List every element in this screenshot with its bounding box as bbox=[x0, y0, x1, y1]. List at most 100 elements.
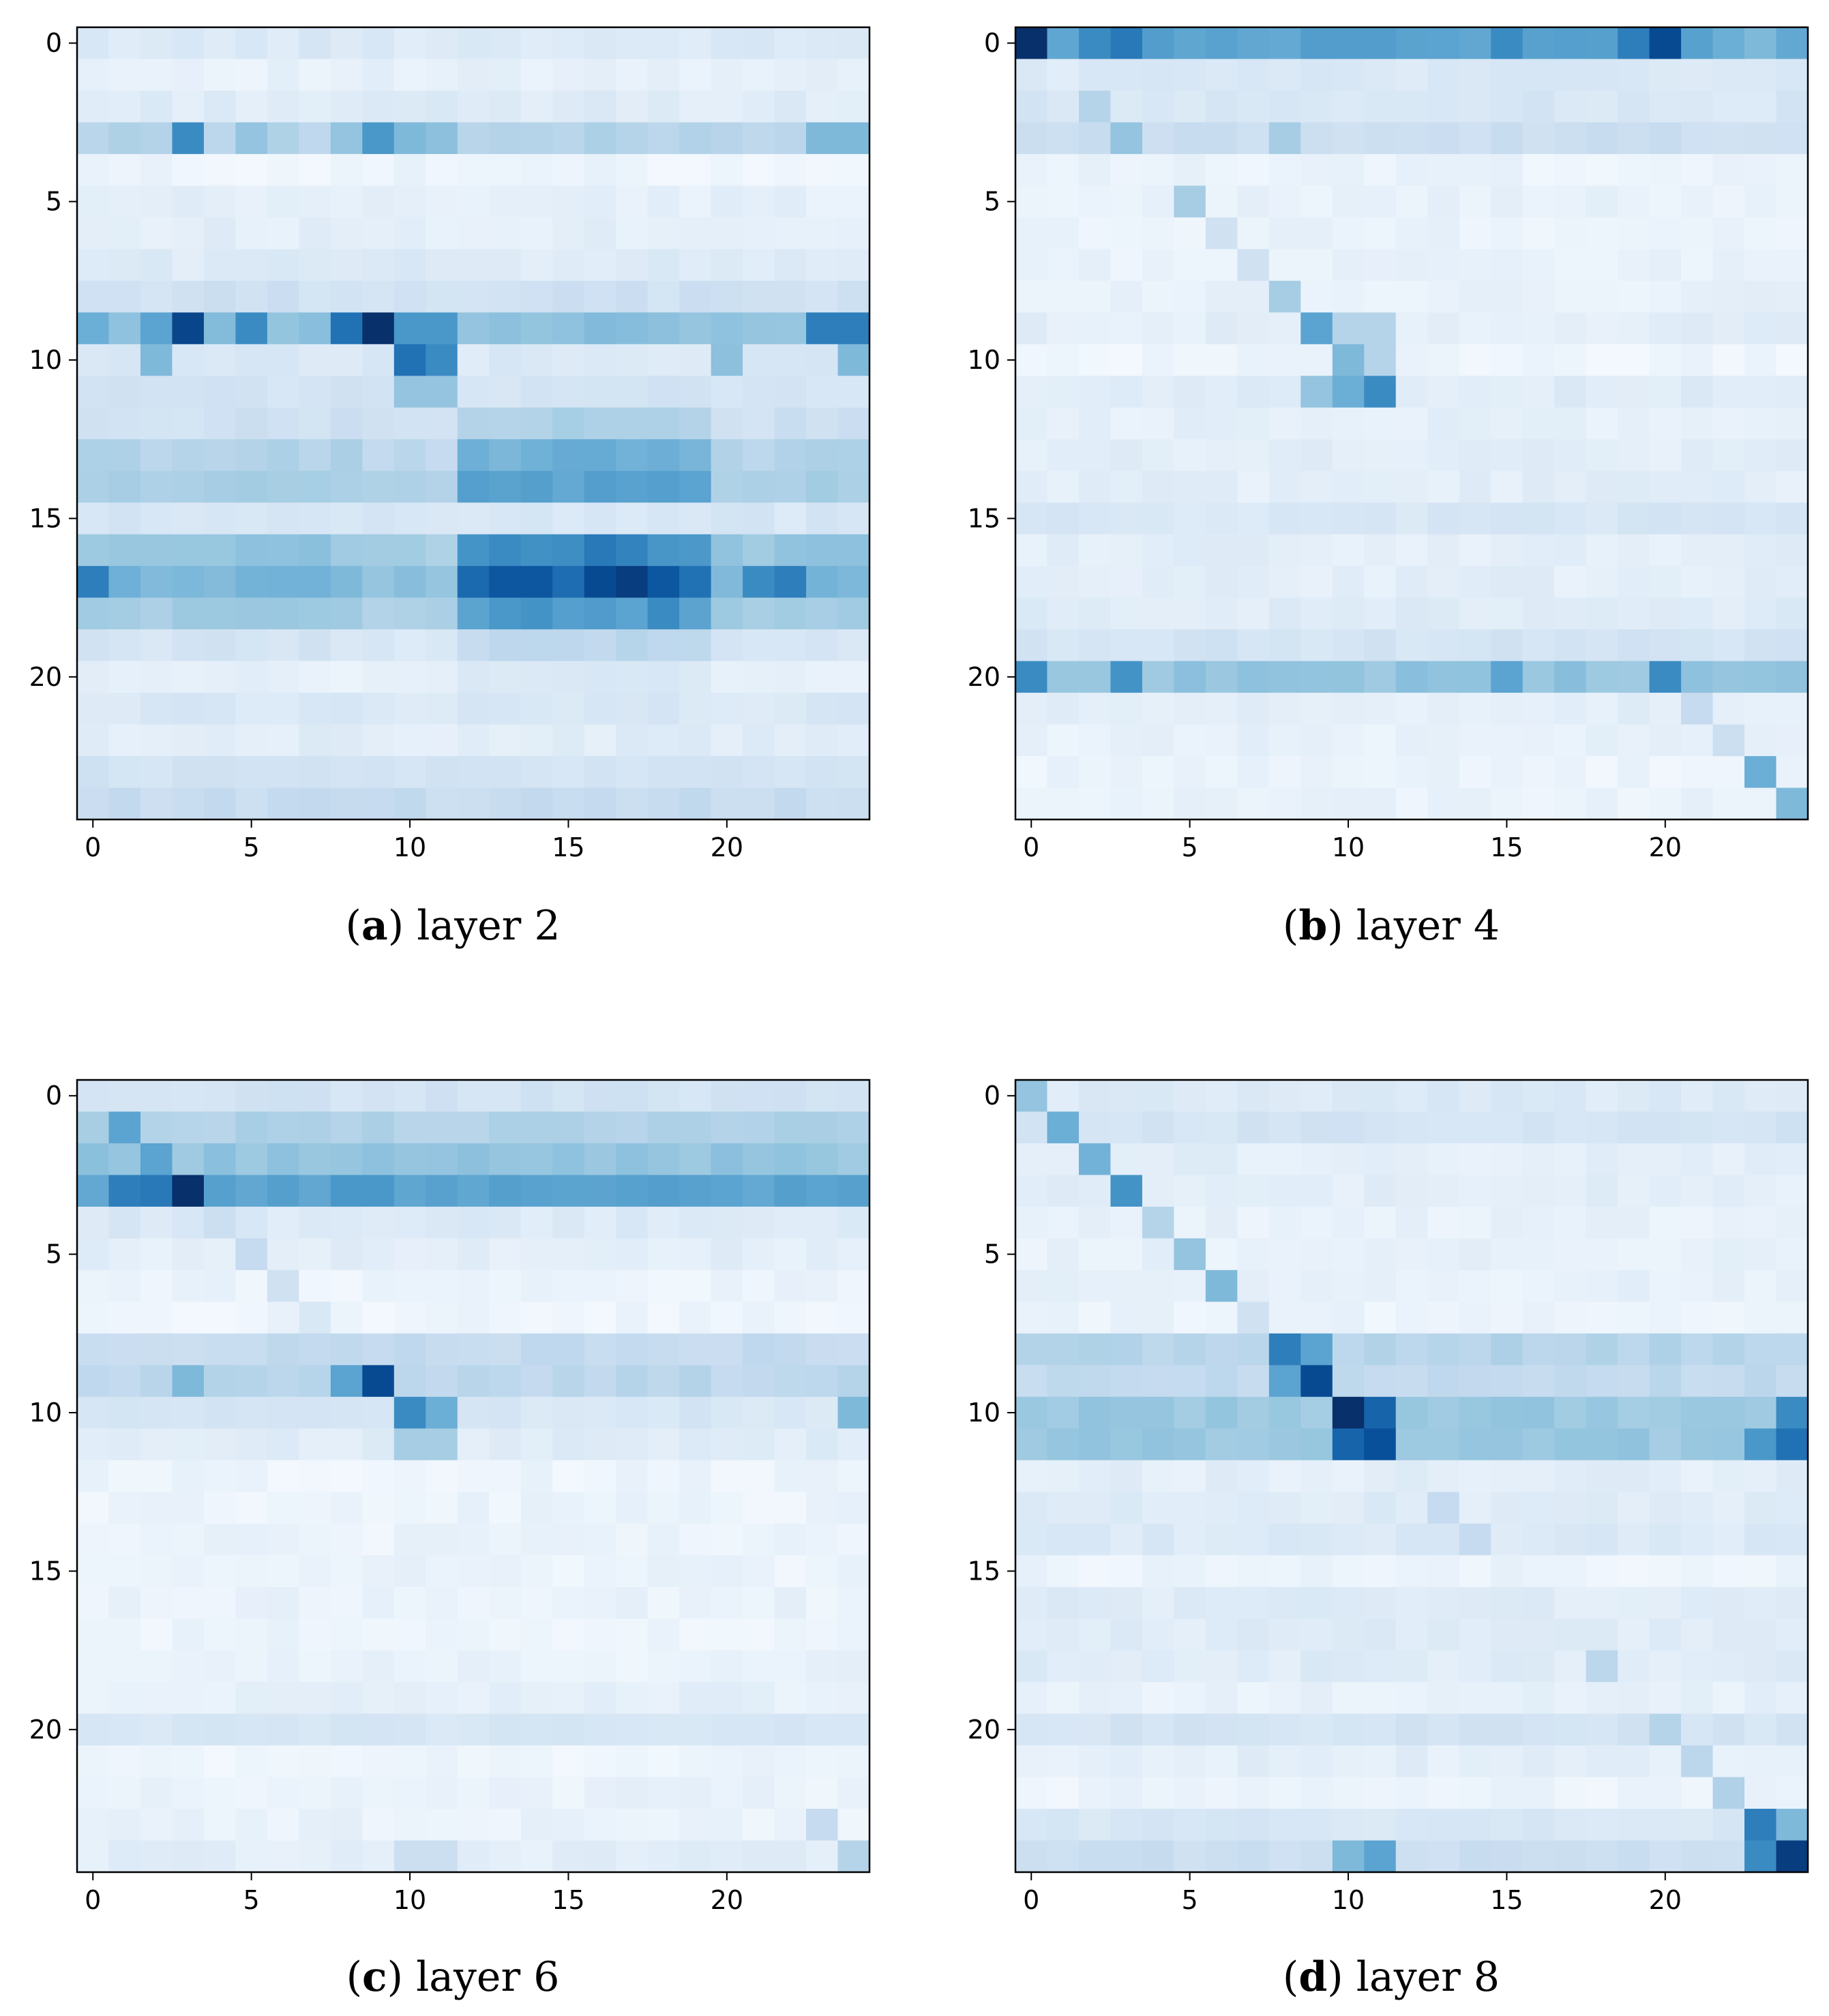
heatmap-cell bbox=[1712, 1175, 1745, 1207]
heatmap-cell bbox=[679, 1111, 712, 1144]
heatmap-cell bbox=[1078, 1745, 1112, 1778]
heatmap-cell bbox=[774, 1238, 807, 1271]
heatmap-cell bbox=[203, 1460, 236, 1492]
heatmap-cell bbox=[1776, 153, 1809, 186]
heatmap-cell bbox=[1078, 661, 1112, 693]
heatmap-cell bbox=[108, 312, 141, 345]
heatmap-cell bbox=[520, 1460, 553, 1492]
heatmap-cell bbox=[1174, 1650, 1206, 1683]
heatmap-cell bbox=[616, 1396, 649, 1429]
heatmap-cell bbox=[837, 724, 870, 757]
heatmap-cell bbox=[1300, 502, 1333, 535]
heatmap-cell bbox=[1586, 439, 1618, 472]
heatmap-cell bbox=[743, 787, 775, 820]
heatmap-cell bbox=[616, 1111, 649, 1144]
heatmap-cell bbox=[1459, 90, 1491, 123]
heatmap-cell bbox=[520, 1080, 553, 1113]
heatmap-cell bbox=[457, 407, 490, 440]
heatmap-cell bbox=[584, 1745, 616, 1778]
heatmap-cell bbox=[393, 1333, 426, 1366]
heatmap-cell bbox=[1237, 439, 1270, 472]
y-tick-label: 0 bbox=[46, 28, 62, 58]
heatmap-cell bbox=[520, 249, 553, 282]
heatmap-cell bbox=[1364, 1269, 1397, 1302]
heatmap-cell bbox=[1395, 90, 1428, 123]
heatmap-cell bbox=[393, 1840, 426, 1873]
heatmap-cell bbox=[77, 1333, 110, 1366]
heatmap-cell bbox=[1174, 1492, 1206, 1524]
y-tick-label: 10 bbox=[968, 1398, 1000, 1428]
heatmap-cell bbox=[1174, 344, 1206, 376]
heatmap-cell bbox=[837, 566, 870, 599]
heatmap-cell bbox=[1395, 1365, 1428, 1398]
heatmap-cell bbox=[1205, 90, 1238, 123]
heatmap-cell bbox=[616, 1650, 649, 1683]
heatmap-cell bbox=[1586, 1206, 1618, 1239]
heatmap-cell bbox=[647, 1777, 680, 1809]
heatmap-cell bbox=[1586, 1492, 1618, 1524]
heatmap-cell bbox=[1300, 1745, 1333, 1778]
heatmap-cell bbox=[1205, 249, 1238, 282]
heatmap-cell bbox=[743, 1523, 775, 1556]
heatmap-cell bbox=[1015, 534, 1048, 567]
heatmap-cell bbox=[267, 1333, 299, 1366]
heatmap-cell bbox=[1174, 185, 1206, 218]
heatmap-cell bbox=[108, 1238, 141, 1271]
heatmap-cell bbox=[330, 249, 363, 282]
heatmap-cell bbox=[1110, 1523, 1143, 1556]
heatmap-cell bbox=[1491, 724, 1523, 757]
heatmap-cell bbox=[1047, 1111, 1080, 1144]
heatmap-cell bbox=[1015, 1840, 1048, 1873]
heatmap-cell bbox=[806, 312, 839, 345]
heatmap-cell bbox=[1395, 1302, 1428, 1334]
heatmap-cell bbox=[1618, 1333, 1650, 1366]
heatmap-cell bbox=[393, 1492, 426, 1524]
heatmap-cell bbox=[235, 1555, 268, 1588]
heatmap-cell bbox=[1110, 1460, 1143, 1492]
heatmap-cell bbox=[1681, 1080, 1714, 1113]
heatmap-cell bbox=[1649, 534, 1682, 567]
heatmap-cell bbox=[1459, 407, 1491, 440]
heatmap-cell bbox=[1427, 1365, 1460, 1398]
heatmap-cell bbox=[362, 1269, 395, 1302]
heatmap-cell bbox=[267, 1143, 299, 1176]
heatmap-cell bbox=[362, 217, 395, 250]
heatmap-cell bbox=[203, 756, 236, 789]
heatmap-cell bbox=[711, 724, 743, 757]
heatmap-cell bbox=[1522, 90, 1555, 123]
heatmap-cell bbox=[1522, 1682, 1555, 1715]
heatmap-cell bbox=[489, 1238, 522, 1271]
heatmap-cell bbox=[172, 629, 205, 662]
heatmap-cell bbox=[616, 90, 649, 123]
heatmap-cell bbox=[140, 693, 173, 725]
heatmap-cell bbox=[1744, 470, 1777, 503]
heatmap-cell bbox=[774, 376, 807, 408]
heatmap-cell bbox=[1491, 1840, 1523, 1873]
heatmap-cell bbox=[1649, 249, 1682, 282]
heatmap-cell bbox=[1459, 1555, 1491, 1588]
heatmap-cell bbox=[1744, 1682, 1777, 1715]
heatmap-cell bbox=[711, 217, 743, 250]
heatmap-cell bbox=[1300, 1777, 1333, 1809]
heatmap-cell bbox=[1744, 1269, 1777, 1302]
heatmap-cell bbox=[647, 376, 680, 408]
heatmap-cell bbox=[299, 661, 331, 693]
heatmap-cell bbox=[679, 787, 712, 820]
heatmap-cell bbox=[552, 90, 585, 123]
heatmap-cell bbox=[1427, 1175, 1460, 1207]
heatmap-cell bbox=[140, 1080, 173, 1113]
heatmap-cell bbox=[108, 1460, 141, 1492]
heatmap-cell bbox=[267, 1428, 299, 1461]
heatmap-cell bbox=[1554, 534, 1587, 567]
heatmap-cell bbox=[1047, 661, 1080, 693]
heatmap-cell bbox=[1268, 1365, 1301, 1398]
heatmap-cell bbox=[584, 470, 616, 503]
heatmap-cell bbox=[1174, 1206, 1206, 1239]
heatmap-cell bbox=[1522, 376, 1555, 408]
heatmap-cell bbox=[1554, 470, 1587, 503]
heatmap-cell bbox=[1142, 1238, 1174, 1271]
heatmap-cell bbox=[1015, 1555, 1048, 1588]
heatmap-cell bbox=[1649, 1586, 1682, 1619]
heatmap-cell bbox=[1078, 1111, 1112, 1144]
heatmap-cell bbox=[1618, 1175, 1650, 1207]
